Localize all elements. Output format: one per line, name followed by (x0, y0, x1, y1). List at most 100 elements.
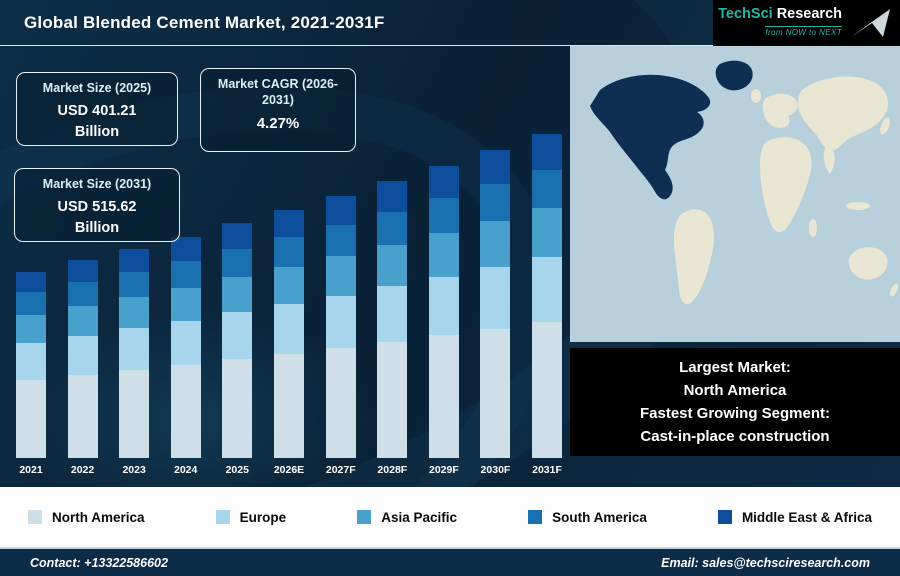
bar-segment-asia-pacific (274, 266, 304, 305)
bar-category-label: 2023 (122, 464, 146, 476)
bar-category-label: 2021 (19, 464, 43, 476)
map-region-north-america (590, 74, 711, 200)
bar-stack (119, 248, 150, 458)
bar-segment-south-america (222, 248, 253, 278)
bar-segment-middle-east-africa (480, 150, 511, 185)
header: Global Blended Cement Market, 2021-2031F (0, 0, 900, 46)
legend-item-middle-east-africa: Middle East & Africa (717, 509, 872, 525)
legend-label: Asia Pacific (381, 509, 457, 525)
card-title: Market Size (2031) (42, 177, 152, 191)
bar-segment-asia-pacific (532, 208, 562, 258)
bar-segment-asia-pacific (170, 287, 201, 321)
legend-swatch-icon (717, 510, 732, 524)
bar-segment-europe (16, 342, 46, 380)
bar-segment-north-america (16, 379, 46, 458)
bar-segment-middle-east-africa (222, 223, 253, 249)
bar-segment-asia-pacific (222, 277, 253, 313)
bar-segment-europe (325, 295, 356, 348)
market-size-2025-card: Market Size (2025) USD 401.21 Billion (16, 72, 178, 146)
bar-segment-south-america (16, 292, 46, 315)
bar-stack (428, 166, 459, 458)
logo-brand-primary: TechSci (718, 6, 773, 22)
largest-market-callout: Largest Market: North America Fastest Gr… (570, 348, 900, 456)
bar-category-label: 2028F (377, 464, 408, 476)
legend-swatch-icon (215, 510, 230, 524)
bar-category-label: 2030F (480, 464, 511, 476)
bar-stack (274, 209, 304, 458)
bar-segment-south-america (480, 184, 511, 222)
bar-segment-north-america (67, 375, 98, 458)
bar-category-label: 2031F (532, 464, 562, 476)
bar-segment-south-america (532, 169, 562, 209)
card-value-line2: Billion (74, 123, 120, 140)
map-region-australia (848, 247, 888, 280)
bar-segment-middle-east-africa (67, 260, 98, 283)
footer: Contact: +13322586602 Email: sales@techs… (0, 547, 900, 576)
bar-column-2028f: 2028F (377, 181, 408, 476)
legend-label: South America (552, 509, 647, 525)
map-region-japan (880, 117, 890, 135)
legend-item-north-america: North America (28, 510, 145, 525)
logo-brand-secondary: Research (776, 6, 842, 22)
bar-category-label: 2024 (174, 464, 198, 476)
bar-segment-europe (377, 286, 408, 342)
bar-segment-south-america (428, 198, 459, 234)
bar-category-label: 2025 (225, 464, 249, 476)
bar-column-2030f: 2030F (480, 150, 511, 476)
map-region-europe (762, 93, 798, 128)
bar-segment-north-america (377, 341, 408, 458)
bar-segment-asia-pacific (480, 221, 511, 268)
bar-segment-europe (222, 312, 253, 360)
world-map (570, 46, 900, 342)
legend-label: Europe (239, 509, 287, 525)
card-value-line1: USD 515.62 (57, 198, 137, 215)
bar-column-2029f: 2029F (428, 166, 459, 476)
bar-segment-south-america (119, 271, 150, 297)
map-region-greenland (715, 60, 753, 91)
bar-segment-asia-pacific (16, 314, 46, 343)
world-map-svg (570, 46, 900, 342)
callout-line: Fastest Growing Segment: (639, 405, 831, 422)
map-region-india (823, 144, 835, 174)
logo-text: TechSci Research from NOW to NEXT (718, 6, 842, 40)
bar-segment-south-america (325, 224, 356, 257)
bar-segment-europe (428, 277, 459, 336)
legend-label: Middle East & Africa (741, 509, 872, 525)
bar-column-2026e: 2026E (273, 209, 305, 476)
bar-segment-asia-pacific (67, 305, 98, 336)
chart-legend: North America Europe Asia Pacific South Ame… (0, 487, 900, 547)
bar-segment-north-america (274, 353, 304, 458)
bar-category-label: 2027F (325, 464, 356, 476)
footer-contact: Contact: +13322586602 (30, 555, 168, 570)
map-region-madagascar (809, 219, 817, 237)
bar-stack (67, 260, 98, 458)
stacked-bar-chart: 2021 2022 2023 2024 2025 2026E 2027F 2028F 2029F… (16, 104, 562, 476)
bar-stack (325, 195, 356, 458)
bar-segment-north-america (428, 335, 459, 458)
bar-segment-south-america (170, 260, 201, 288)
legend-item-europe: Europe (215, 509, 287, 525)
bar-segment-asia-pacific (377, 244, 408, 287)
bar-segment-middle-east-africa (377, 181, 408, 212)
bar-category-label: 2026E (273, 464, 305, 476)
bar-segment-europe (119, 328, 150, 371)
bar-segment-europe (274, 304, 304, 354)
bar-column-2027f: 2027F (325, 195, 356, 476)
card-value-line1: USD 401.21 (57, 102, 137, 119)
bar-segment-middle-east-africa (274, 209, 304, 238)
legend-swatch-icon (28, 510, 42, 524)
bar-stack (222, 223, 253, 458)
arrow-logo-icon (851, 9, 890, 37)
card-value-line2: Billion (74, 219, 120, 236)
footer-email: Email: sales@techsciresearch.com (661, 555, 870, 570)
bar-segment-middle-east-africa (325, 195, 356, 225)
market-cagr-card: Market CAGR (2026-2031) 4.27% (200, 68, 356, 152)
logo-tagline: from NOW to NEXT (765, 26, 842, 37)
bar-segment-middle-east-africa (532, 133, 562, 170)
bar-category-label: 2029F (428, 464, 459, 476)
bar-segment-middle-east-africa (428, 166, 459, 199)
bar-category-label: 2022 (70, 464, 95, 476)
legend-swatch-icon (528, 510, 543, 524)
bar-segment-north-america (532, 321, 562, 458)
bar-column-2031f: 2031F (532, 133, 562, 476)
